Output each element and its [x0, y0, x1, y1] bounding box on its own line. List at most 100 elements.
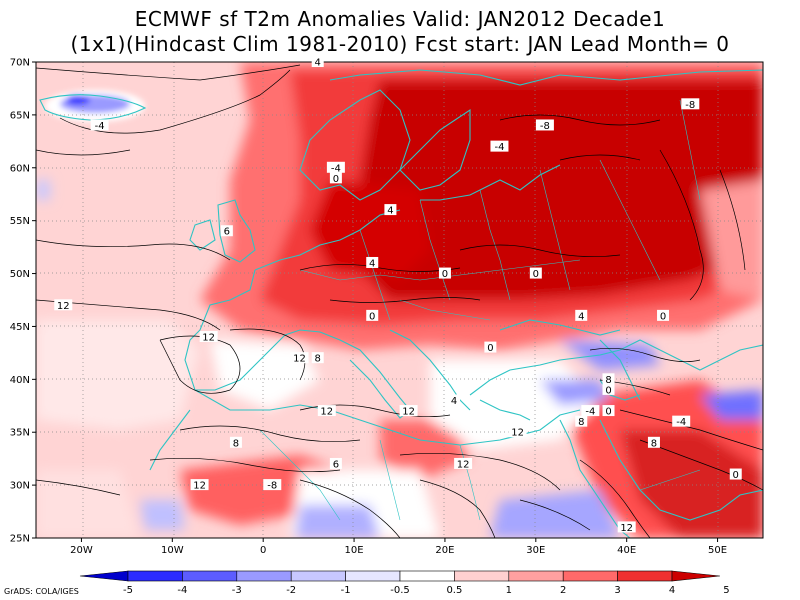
contour-label-text: 12 [293, 354, 306, 365]
contour-label-box [329, 172, 342, 184]
contour-label-text: 0 [605, 385, 611, 396]
lat-label: 70N [10, 58, 30, 69]
contour-label-text: 0 [605, 407, 611, 418]
contour-label-text: 8 [605, 375, 611, 386]
contour-label-box [263, 479, 282, 491]
contour-label-text: -4 [676, 417, 686, 428]
contour-label-box [229, 436, 242, 448]
colorbar-segment [454, 570, 510, 582]
colorbar-segment [236, 570, 292, 582]
contour-label-text: 4 [451, 396, 457, 407]
colorbar-label: -0.5 [390, 585, 410, 596]
colorbar-label: 1 [506, 585, 512, 596]
contour-label: 0 [602, 383, 615, 396]
contour-label-text: 4 [578, 311, 584, 322]
contour-label-box [535, 119, 554, 131]
contour-label-box [602, 405, 615, 417]
contour-label-text: 8 [315, 354, 321, 365]
contour-label-box [438, 267, 451, 279]
contour-label: 12 [190, 479, 209, 492]
contour-label-text: -8 [267, 481, 277, 492]
anomaly-contours [36, 64, 763, 538]
lat-label: 25N [10, 534, 30, 545]
contour-label-box [617, 521, 636, 533]
colorbar-segment [290, 570, 346, 582]
contour-label: 0 [602, 405, 615, 418]
contour-label-box [681, 98, 700, 110]
contour-label-box [484, 341, 497, 353]
contour-label: -8 [535, 119, 554, 132]
contour-label-box [90, 119, 109, 131]
contour-label-box [490, 140, 509, 152]
map-title-line-1: ECMWF sf T2m Anomalies Valid: JAN2012 De… [134, 7, 666, 31]
contour-label-box [366, 256, 379, 268]
contour-label-box [454, 457, 473, 469]
colorbar-segment [617, 570, 673, 582]
colorbar-segment [345, 570, 401, 582]
contour-label-box [190, 479, 209, 491]
contour-label: 4 [311, 56, 324, 69]
contour-label: 0 [729, 468, 742, 481]
latitude-labels: 70N 65N 60N 55N 50N 45N 40N 35N 30N 25N [10, 58, 30, 545]
longitude-labels: 20W 10W 0 10E 20E 30E 40E 50E [70, 545, 727, 556]
contour-label-box [317, 405, 336, 417]
contour-label-text: 4 [387, 206, 393, 217]
contour-label-box [448, 394, 461, 406]
contour-label-box [508, 426, 527, 438]
contour-label-box [647, 436, 660, 448]
coastlines [39, 69, 763, 538]
contour-label-text: 12 [57, 301, 70, 312]
colorbar-label: -4 [177, 585, 187, 596]
contour-label: -8 [263, 479, 282, 492]
contour-label-text: 4 [315, 58, 321, 69]
contour-label-text: 12 [620, 523, 633, 534]
lat-label: 30N [10, 481, 30, 492]
contour-label-box [581, 405, 600, 417]
contour-label-box [729, 468, 742, 480]
lon-label: 20E [435, 545, 454, 556]
colorbar-label: -5 [123, 585, 133, 596]
contour-label-text: 6 [224, 227, 230, 238]
longitude-ticks [80, 538, 719, 542]
contour-label-text: 6 [333, 459, 339, 470]
contour-label-text: 8 [233, 438, 239, 449]
contour-label: 8 [311, 352, 324, 365]
colorbar-label: -1 [341, 585, 351, 596]
colorbar-low-arrow [79, 570, 129, 582]
contour-label: 0 [366, 309, 379, 322]
contour-label-text: 4 [369, 258, 375, 269]
contour-label-box [529, 267, 542, 279]
contour-label: 12 [399, 405, 418, 418]
contour-label-text: 12 [202, 333, 215, 344]
contour-label-text: 12 [402, 407, 415, 418]
contour-label: -4 [672, 415, 691, 428]
contour-label: 6 [329, 457, 342, 470]
contour-label-text: 12 [320, 407, 333, 418]
contour-label-text: -4 [585, 407, 595, 418]
contour-label-box [575, 309, 588, 321]
contour-label: 8 [602, 373, 615, 386]
lat-label: 60N [10, 163, 30, 174]
contour-label: 0 [657, 309, 670, 322]
contour-label: -4 [581, 405, 600, 418]
contour-label-text: 12 [511, 428, 524, 439]
contour-label-text: 12 [193, 481, 206, 492]
contour-label-box [199, 331, 218, 343]
contour-label: 8 [229, 436, 242, 449]
colorbar-label: 5 [723, 585, 729, 596]
colorbar-label: -3 [232, 585, 242, 596]
contour-label: 12 [199, 331, 218, 344]
contour-label: 12 [54, 299, 73, 312]
lon-label: 50E [708, 545, 727, 556]
contour-label-text: -4 [331, 163, 341, 174]
colorbar-segment [562, 570, 618, 582]
anomaly-shading [36, 62, 763, 538]
contour-label: 4 [384, 204, 397, 217]
map-title-line-2: (1x1)(Hindcast Clim 1981-2010) Fcst star… [70, 32, 730, 56]
contour-label: -4 [90, 119, 109, 132]
contour-label-text: 0 [660, 311, 666, 322]
lon-label: 20W [70, 545, 93, 556]
lat-label: 35N [10, 428, 30, 439]
